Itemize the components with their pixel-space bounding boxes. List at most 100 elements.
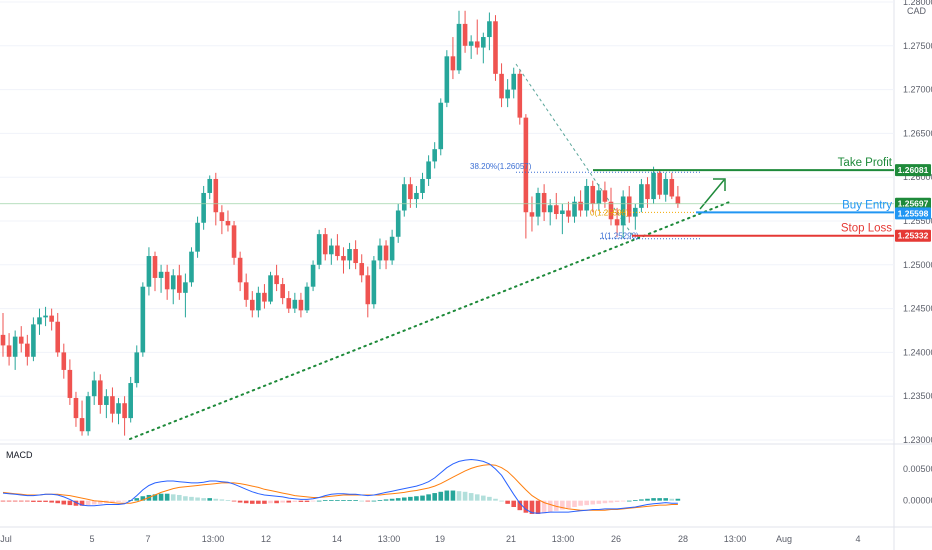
candle-body [158, 271, 164, 278]
candle-body [183, 282, 188, 293]
candle-body [97, 380, 103, 405]
macd-signal-line [2, 464, 678, 511]
candle-body [310, 264, 316, 287]
candle-body [651, 172, 656, 200]
macd-histogram-bar [535, 500, 541, 514]
candle-body [31, 324, 36, 357]
candle-body [152, 256, 158, 278]
candle-body [316, 234, 322, 265]
macd-histogram-bar [511, 500, 517, 507]
macd-histogram-bar [560, 500, 565, 510]
candle-body [505, 89, 510, 99]
candle-body [468, 41, 474, 46]
macd-histogram-bar [444, 490, 450, 501]
candle-body [547, 205, 553, 213]
time-tick-label: 12 [261, 534, 271, 544]
candle-body [268, 275, 273, 302]
price-tick-label: 1.27500 [903, 41, 932, 51]
macd-line [2, 458, 678, 514]
candle-body [553, 205, 559, 214]
candle-body [414, 192, 419, 200]
macd-histogram-bar [553, 500, 559, 511]
macd-histogram-bar [505, 500, 510, 504]
candle-body [91, 380, 97, 397]
time-tick-label: 4 [855, 534, 860, 544]
candle-body [219, 212, 225, 221]
macd-histogram-bar [195, 497, 200, 501]
candle-body [584, 185, 589, 211]
macd-histogram-bar [91, 500, 97, 505]
candle-body [25, 343, 30, 357]
candle-body [37, 317, 42, 325]
macd-histogram-bar [462, 491, 468, 501]
macd-histogram-bar [329, 500, 334, 501]
macd-histogram-bar [547, 500, 553, 513]
candle-body [590, 185, 596, 204]
candle-body [499, 73, 504, 99]
candle-body [541, 192, 547, 213]
macd-histogram-bar [43, 500, 48, 502]
macd-histogram-bar [134, 498, 140, 501]
price-tick-label: 1.24500 [903, 304, 932, 314]
rising-trendline [129, 200, 733, 440]
candle-body [474, 41, 480, 48]
candle-body [456, 23, 462, 71]
macd-histogram-bar [158, 493, 164, 501]
candle-body [128, 383, 133, 419]
buy-entry-label: Buy Entry [842, 199, 892, 211]
macd-histogram-bar [213, 498, 219, 501]
macd-histogram-bar [468, 493, 474, 501]
take-profit-label: Take Profit [838, 157, 893, 169]
time-tick-label: 21 [506, 534, 516, 544]
time-tick-label: 26 [611, 534, 621, 544]
macd-histogram-bar [438, 491, 444, 501]
candle-body [225, 221, 231, 226]
macd-histogram-bar [584, 500, 589, 506]
candle-body [304, 286, 310, 311]
macd-histogram-bar [620, 500, 626, 502]
macd-histogram-bar [73, 500, 79, 506]
macd-histogram-bar [183, 496, 188, 501]
macd-histogram-bar [365, 500, 371, 502]
macd-histogram-bar [268, 500, 273, 504]
macd-histogram-bar [499, 500, 504, 502]
candle-body [274, 275, 279, 285]
candle-body [487, 21, 492, 38]
price-tick-label: 1.26500 [903, 128, 932, 138]
macd-histogram-bar [12, 500, 18, 502]
candle-body [438, 102, 444, 150]
current-price-tag [895, 197, 931, 210]
macd-histogram-bar [426, 494, 431, 501]
candle-body [578, 201, 583, 211]
candle-body [353, 249, 358, 264]
macd-histogram-bar [383, 499, 389, 501]
macd-histogram-bar [122, 500, 127, 502]
macd-histogram-bar [31, 500, 36, 502]
macd-histogram-bar [140, 496, 146, 501]
candle-body [177, 275, 182, 293]
candle-body [67, 369, 73, 398]
candle-body [663, 178, 669, 195]
candle-body [134, 352, 140, 384]
macd-histogram-bar [189, 496, 194, 501]
macd-histogram-bar [6, 500, 12, 502]
macd-histogram-bar [487, 496, 492, 501]
candle-body [231, 225, 237, 258]
macd-histogram-bar [298, 500, 304, 502]
price-tick-label: 1.25500 [903, 216, 932, 226]
drawings-layer [129, 63, 733, 440]
candle-body [371, 260, 377, 305]
macd-histogram-bar [49, 500, 54, 503]
macd-histogram-bar [590, 500, 596, 505]
candle-body [195, 222, 200, 252]
candle-body [608, 201, 614, 220]
macd-histogram-bar [61, 500, 67, 505]
currency-label: CAD [907, 6, 927, 16]
macd-histogram-bar [651, 498, 656, 501]
time-tick-label: 13:00 [724, 534, 747, 544]
candle-body [432, 149, 437, 162]
candle-body [596, 190, 602, 204]
candles [0, 10, 681, 436]
macd-histogram-bar [353, 500, 358, 501]
